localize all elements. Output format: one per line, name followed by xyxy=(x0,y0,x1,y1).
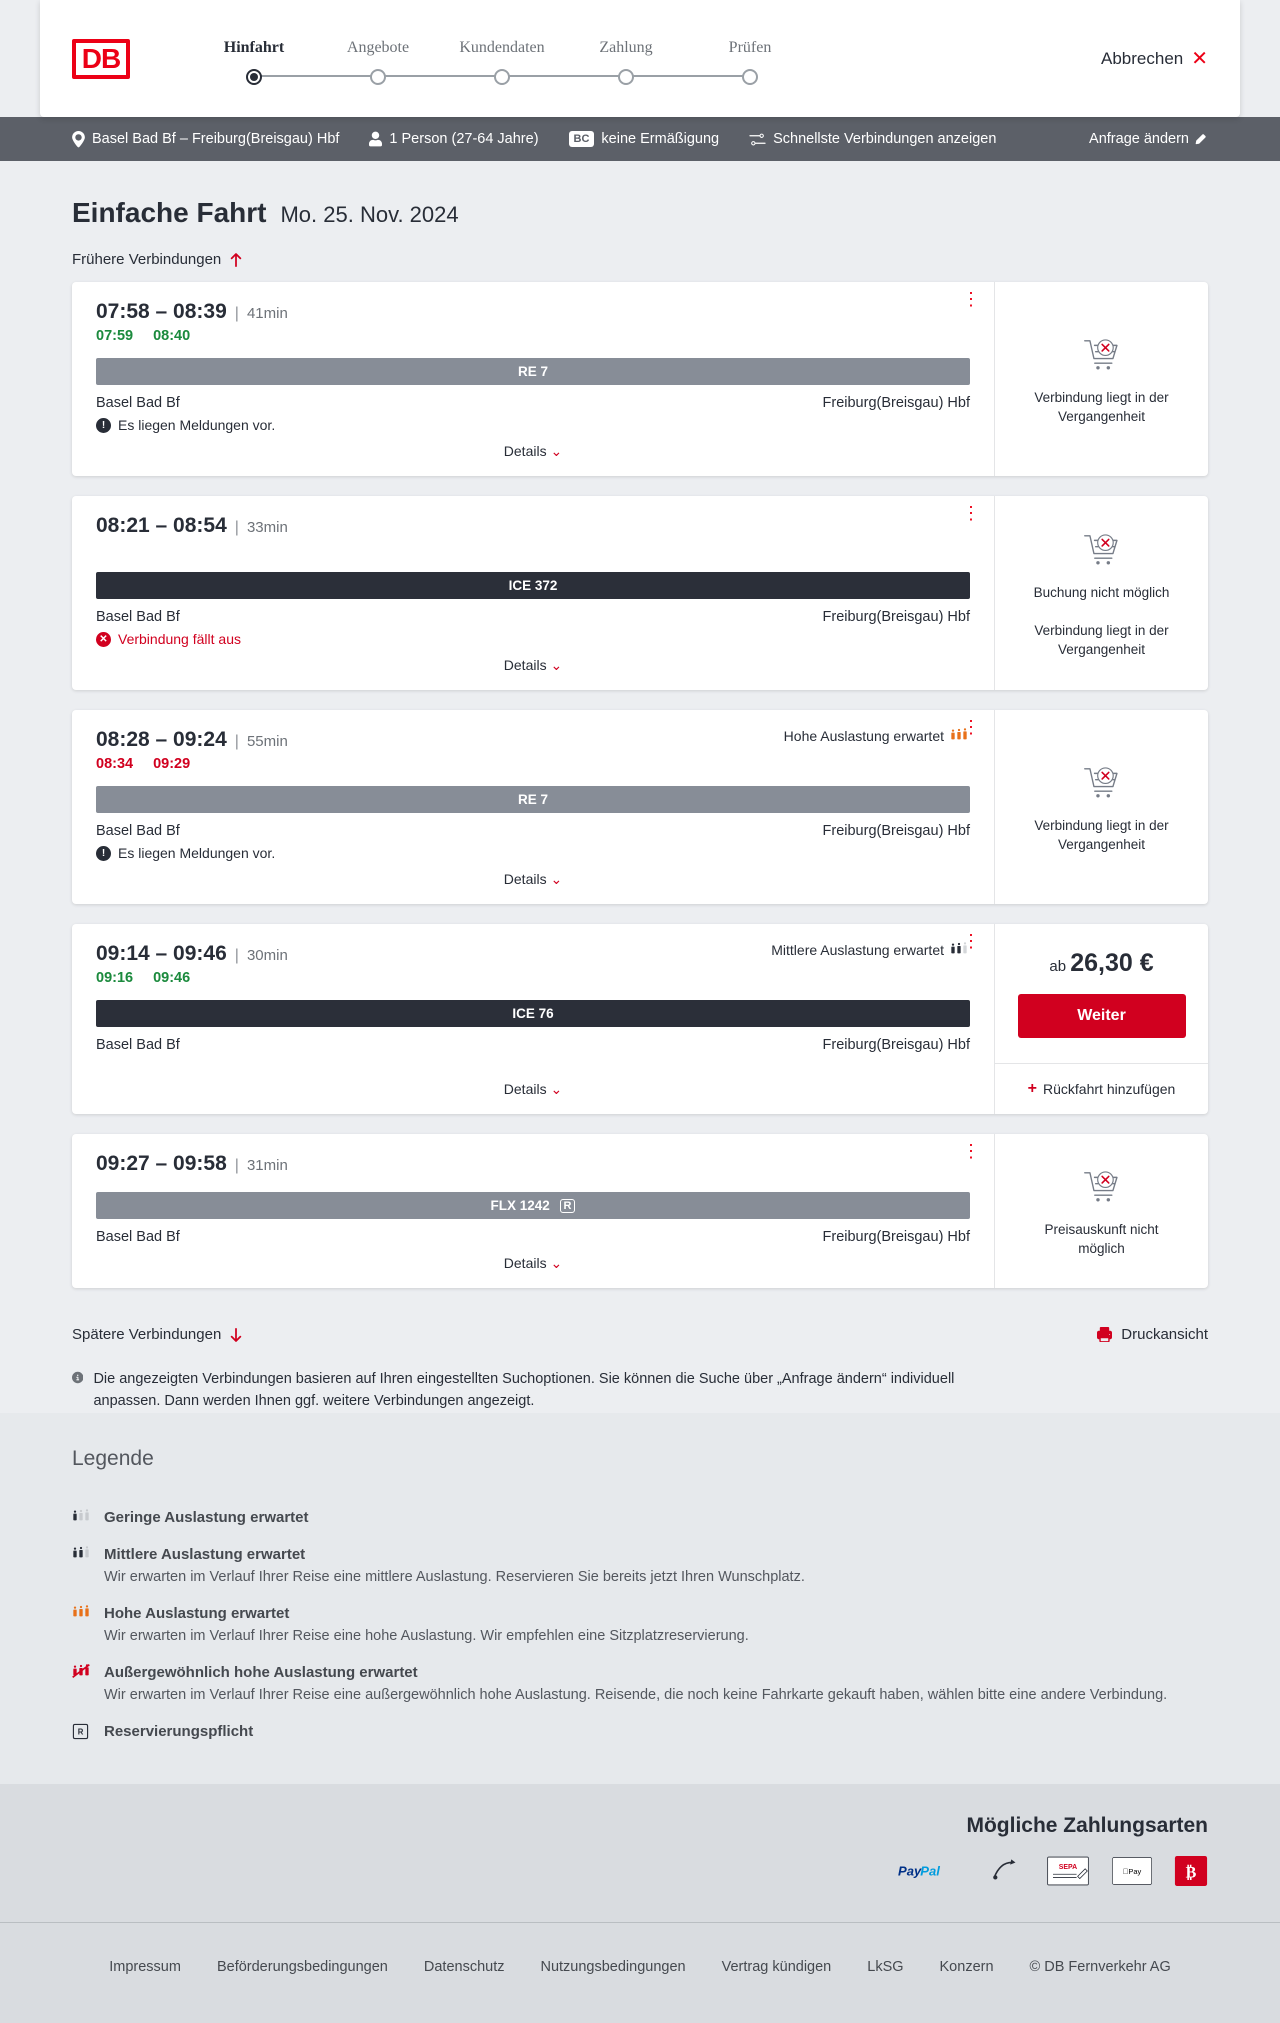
svg-text:Pay: Pay xyxy=(898,1864,922,1879)
svg-text:SEPA: SEPA xyxy=(1059,1864,1077,1871)
svg-text:₿: ₿ xyxy=(1186,1863,1197,1881)
svg-text:R: R xyxy=(78,1727,84,1736)
svg-text:Pal: Pal xyxy=(920,1864,940,1879)
svg-text:Pay: Pay xyxy=(1123,1867,1142,1876)
